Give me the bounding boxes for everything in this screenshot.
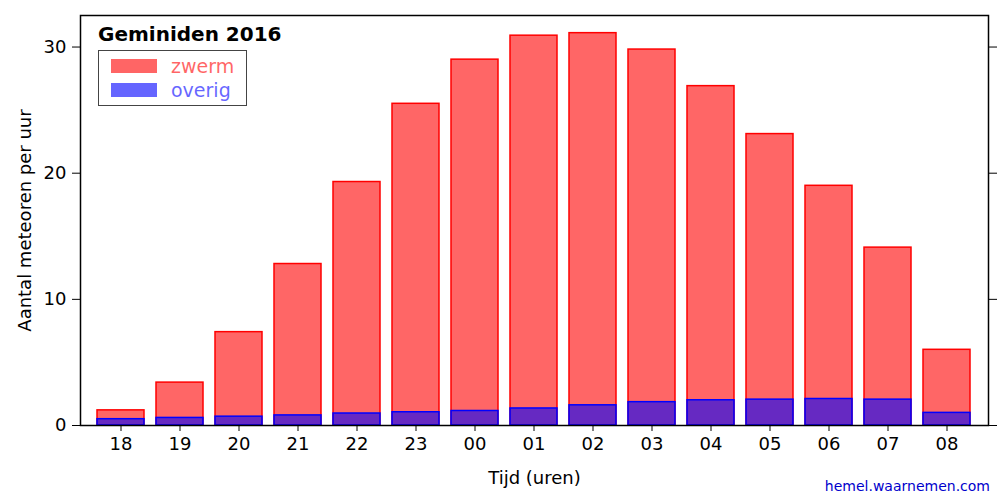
svg-text:08: 08	[936, 433, 959, 454]
html-text:zwerm: zwerm	[171, 55, 235, 77]
svg-text:01: 01	[523, 433, 546, 454]
svg-text:30: 30	[44, 36, 67, 57]
html-text:Geminiden 2016: Geminiden 2016	[98, 22, 282, 46]
svg-text:05: 05	[759, 433, 782, 454]
svg-text:00: 00	[464, 433, 487, 454]
svg-text:22: 22	[346, 433, 369, 454]
svg-text:19: 19	[169, 433, 192, 454]
svg-text:Aantal meteoren per uur: Aantal meteoren per uur	[14, 109, 35, 332]
svg-text:10: 10	[44, 288, 67, 309]
svg-text:02: 02	[582, 433, 605, 454]
svg-text:18: 18	[110, 433, 133, 454]
svg-text:20: 20	[228, 433, 251, 454]
html-text:overig: overig	[171, 79, 231, 101]
svg-text:21: 21	[287, 433, 310, 454]
svg-text:04: 04	[700, 433, 723, 454]
svg-text:07: 07	[877, 433, 900, 454]
svg-text:06: 06	[818, 433, 841, 454]
svg-text:Tijd (uren): Tijd (uren)	[487, 467, 581, 488]
svg-text:23: 23	[405, 433, 428, 454]
svg-text:20: 20	[44, 162, 67, 183]
html-text:hemel.waarnemen.com: hemel.waarnemen.com	[824, 478, 990, 494]
svg-text:0: 0	[55, 414, 66, 435]
svg-text:03: 03	[641, 433, 664, 454]
